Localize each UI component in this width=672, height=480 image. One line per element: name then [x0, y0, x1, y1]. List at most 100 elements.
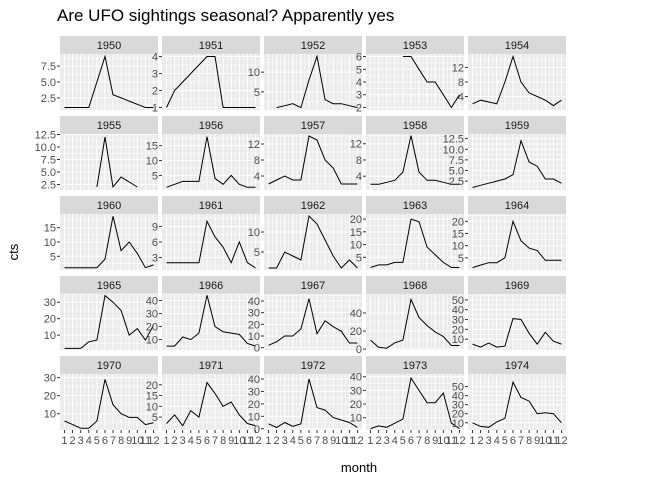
x-tick-label: 9 — [126, 435, 132, 447]
y-tick-label: 15 — [44, 223, 56, 235]
x-tick-label: 12 — [147, 435, 159, 447]
y-tick-label: 20 — [146, 380, 158, 392]
series-line — [472, 219, 562, 269]
x-tick-label: 1 — [367, 435, 373, 447]
y-tick-label: 4 — [356, 171, 362, 183]
facet-label: 1971 — [199, 360, 223, 372]
facet-strip — [162, 36, 260, 54]
x-tick-label: 9 — [330, 435, 336, 447]
y-tick-label: 30 — [452, 315, 464, 327]
y-tick-label: 10 — [350, 413, 362, 425]
x-tick-label: 12 — [351, 435, 363, 447]
y-tick-label: 0 — [254, 343, 260, 355]
y-tick-label: 40 — [248, 296, 260, 308]
x-tick-label: 5 — [502, 435, 508, 447]
x-tick-label: 10 — [437, 435, 449, 447]
y-tick-label: 40 — [146, 296, 158, 308]
y-tick-label: 40 — [452, 305, 464, 317]
y-tick-label: 5 — [254, 247, 260, 259]
y-tick-label: 12 — [350, 139, 362, 151]
y-tick-label: 15 — [146, 141, 158, 153]
y-tick-label: 8 — [356, 155, 362, 167]
facet-strip — [264, 196, 362, 214]
facet-label: 1965 — [97, 280, 121, 292]
x-tick-label: 7 — [212, 435, 218, 447]
series-line — [96, 136, 138, 189]
x-tick-label: 8 — [526, 435, 532, 447]
x-tick-label: 4 — [494, 435, 500, 447]
y-tick-label: 20 — [452, 324, 464, 336]
facet-strip — [264, 276, 362, 294]
facet-label: 1956 — [199, 120, 223, 132]
facet-strip — [468, 276, 566, 294]
facet-strip — [162, 356, 260, 374]
facet-label: 1967 — [301, 280, 325, 292]
y-tick-label: 20 — [248, 399, 260, 411]
y-tick-label: 8 — [254, 155, 260, 167]
y-tick-label: 3 — [152, 253, 158, 265]
y-tick-label: 2.5 — [41, 93, 56, 105]
series-line — [370, 218, 460, 268]
facet-label: 1969 — [505, 280, 529, 292]
y-tick-label: 5 — [152, 412, 158, 424]
facet-strip — [60, 356, 158, 374]
y-tick-label: 10 — [452, 418, 464, 430]
x-tick-label: 3 — [180, 435, 186, 447]
y-tick-label: 10 — [146, 335, 158, 347]
x-tick-label: 5 — [196, 435, 202, 447]
y-tick-label: 20 — [350, 399, 362, 411]
y-tick-label: 10 — [146, 156, 158, 168]
facet-strip — [366, 356, 464, 374]
series-line — [268, 214, 358, 269]
y-tick-label: 15 — [350, 227, 362, 239]
x-axis-title: month — [341, 460, 377, 475]
series-line — [166, 219, 256, 269]
facet-label: 1972 — [301, 360, 325, 372]
x-tick-label: 1 — [163, 435, 169, 447]
y-tick-label: 40 — [452, 391, 464, 403]
y-tick-label: 30 — [44, 297, 56, 309]
series-line — [64, 294, 154, 349]
x-tick-label: 7 — [416, 435, 422, 447]
y-tick-label: 5.0 — [449, 165, 464, 177]
facet-label: 1961 — [199, 200, 223, 212]
facet-label: 1964 — [505, 200, 529, 212]
y-tick-label: 1 — [152, 102, 158, 114]
facet-strip — [264, 36, 362, 54]
x-tick-label: 1 — [469, 435, 475, 447]
facet-label: 1973 — [403, 360, 427, 372]
x-tick-label: 6 — [204, 435, 210, 447]
x-tick-label: 9 — [228, 435, 234, 447]
facet-label: 1952 — [301, 40, 325, 52]
x-tick-label: 11 — [548, 435, 559, 447]
series-line — [370, 135, 460, 185]
y-tick-label: 10 — [44, 409, 56, 421]
x-tick-label: 1 — [265, 435, 271, 447]
facet-label: 1951 — [199, 40, 223, 52]
series-line — [268, 135, 358, 185]
x-tick-label: 10 — [335, 435, 347, 447]
x-tick-label: 5 — [400, 435, 406, 447]
y-tick-label: 20 — [452, 409, 464, 421]
y-tick-label: 10 — [248, 331, 260, 343]
facet-label: 1963 — [403, 200, 427, 212]
x-tick-label: 2 — [375, 435, 381, 447]
y-tick-label: 10 — [44, 330, 56, 342]
y-tick-label: 20 — [452, 216, 464, 228]
series-line — [166, 295, 256, 347]
y-tick-label: 4 — [458, 92, 464, 104]
y-tick-label: 20 — [44, 314, 56, 326]
y-tick-label: 6 — [152, 237, 158, 249]
y-tick-label: 10 — [248, 67, 260, 79]
facet-strip — [60, 116, 158, 134]
y-tick-label: 5 — [356, 64, 362, 76]
facet-strip — [366, 276, 464, 294]
y-tick-label: 0 — [254, 424, 260, 436]
y-tick-label: 9 — [152, 221, 158, 233]
x-tick-label: 1 — [61, 435, 67, 447]
y-tick-label: 10 — [350, 240, 362, 252]
x-tick-label: 2 — [477, 435, 483, 447]
series-line — [472, 380, 562, 428]
y-tick-label: 30 — [146, 309, 158, 321]
